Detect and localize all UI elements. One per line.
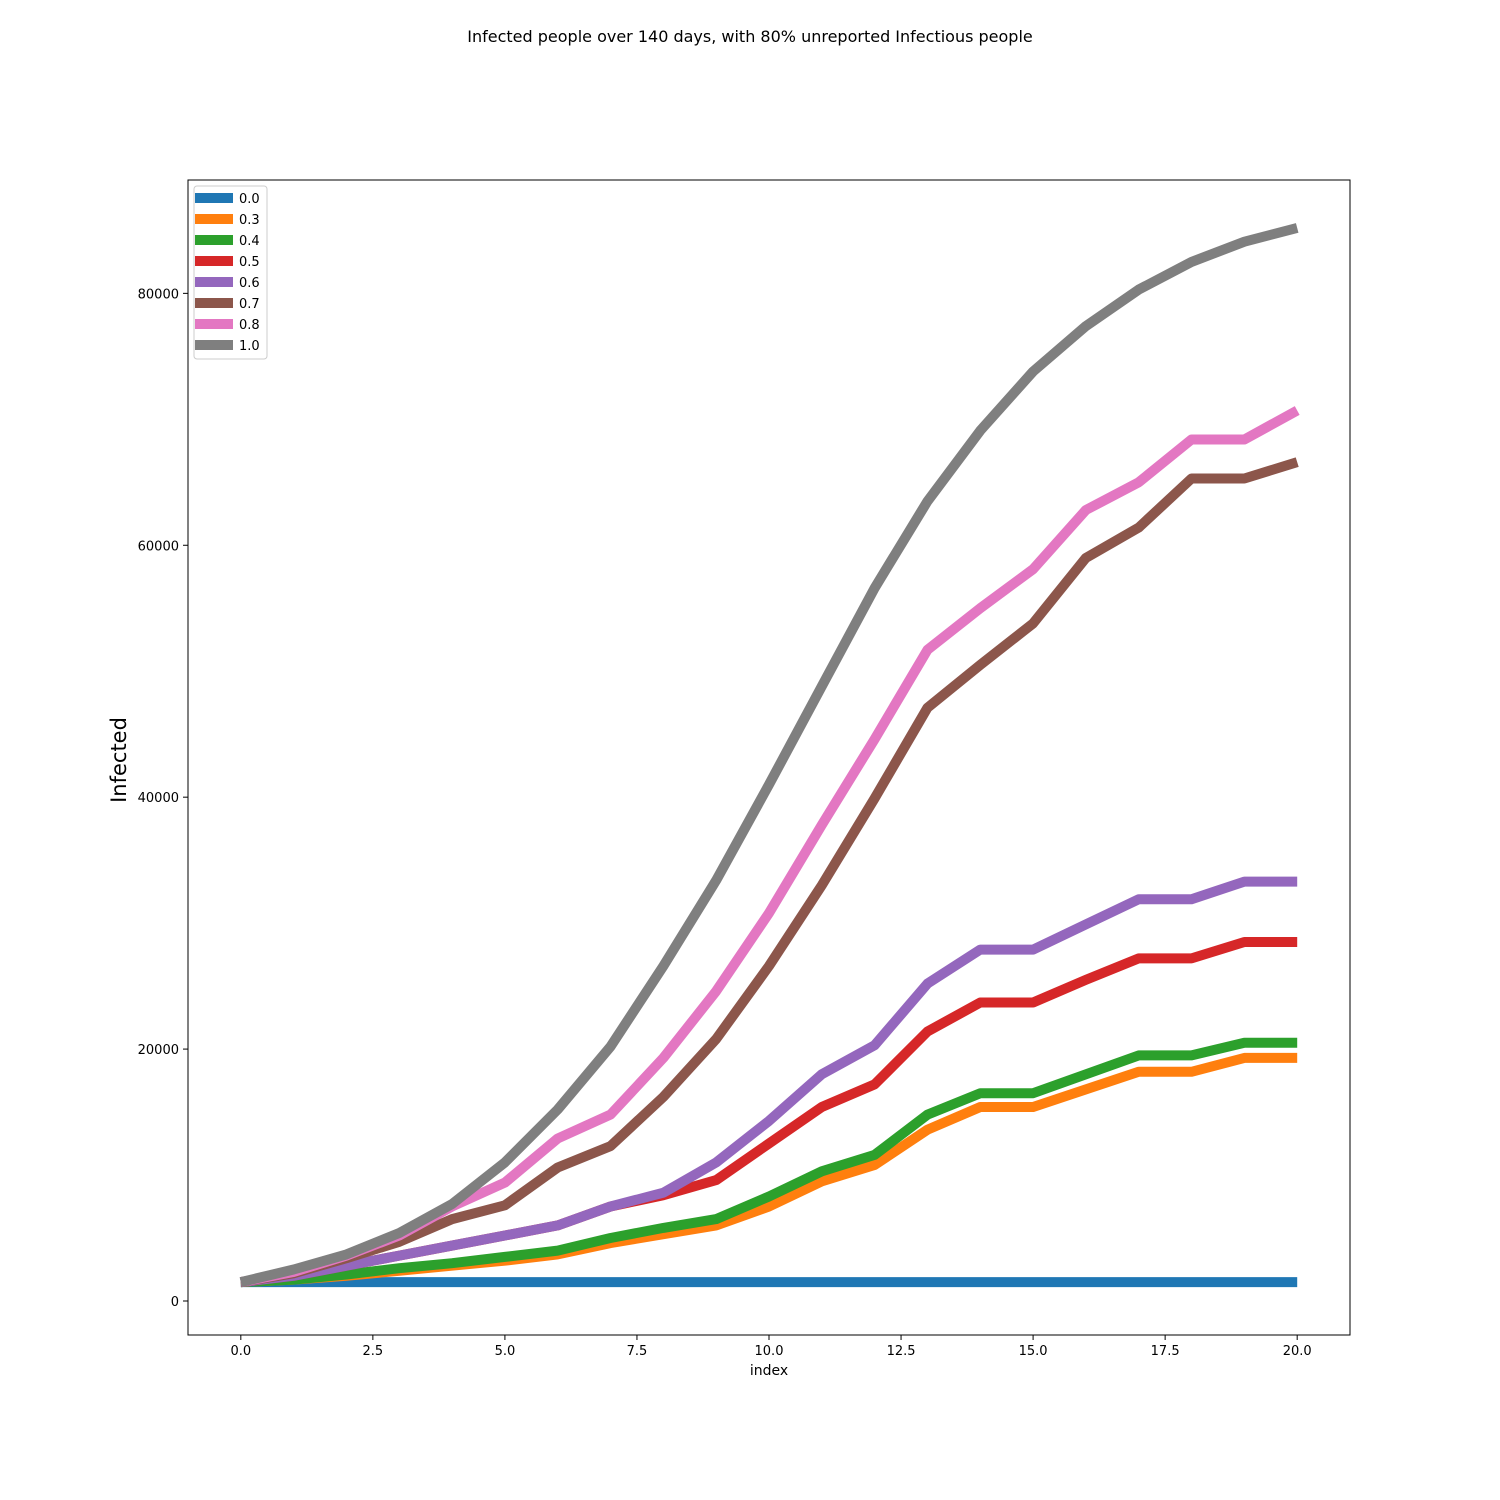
x-tick-label: 17.5: [1151, 1344, 1180, 1359]
legend: 0.0 0.3 0.4 0.5 0.6 0.7 0.8 1.0: [193, 185, 268, 360]
series-line-1.0: [239, 223, 1299, 1287]
series-layer: [239, 223, 1300, 1288]
legend-label: 0.8: [239, 318, 260, 333]
legend-label: 0.0: [239, 192, 260, 207]
legend-label: 0.6: [239, 276, 260, 291]
series-line-0.6: [240, 876, 1298, 1288]
y-axis: 0 20000 40000 60000 80000: [138, 287, 188, 1310]
series-line-0.4: [240, 1037, 1298, 1288]
x-tick-label: 15.0: [1019, 1344, 1048, 1359]
x-axis-label: index: [750, 1363, 788, 1379]
x-tick-label: 0.0: [230, 1344, 251, 1359]
y-tick-label: 0: [171, 1295, 179, 1310]
legend-label: 0.5: [239, 255, 260, 270]
x-tick-label: 10.0: [755, 1344, 784, 1359]
y-tick-label: 40000: [138, 791, 179, 806]
x-tick-label: 7.5: [627, 1344, 648, 1359]
chart-title: Infected people over 140 days, with 80% …: [467, 27, 1033, 46]
x-axis: 0.0 2.5 5.0 7.5 10.0 12.5 15.0 17.5 20.0: [230, 1335, 1312, 1359]
x-tick-label: 5.0: [495, 1344, 516, 1359]
plot-area: [188, 180, 1350, 1335]
legend-label: 0.3: [239, 213, 260, 228]
y-tick-label: 20000: [138, 1043, 179, 1058]
y-tick-label: 60000: [138, 539, 179, 554]
y-axis-label: Infected: [107, 717, 131, 803]
legend-label: 0.7: [239, 297, 260, 312]
y-tick-label: 80000: [138, 287, 179, 302]
legend-label: 1.0: [239, 339, 260, 354]
legend-box: [193, 185, 268, 360]
series-line-0.7: [239, 457, 1299, 1288]
x-tick-label: 2.5: [363, 1344, 384, 1359]
x-tick-label: 12.5: [887, 1344, 916, 1359]
legend-label: 0.4: [239, 234, 260, 249]
plot-background: [188, 180, 1350, 1335]
x-tick-label: 20.0: [1283, 1344, 1312, 1359]
